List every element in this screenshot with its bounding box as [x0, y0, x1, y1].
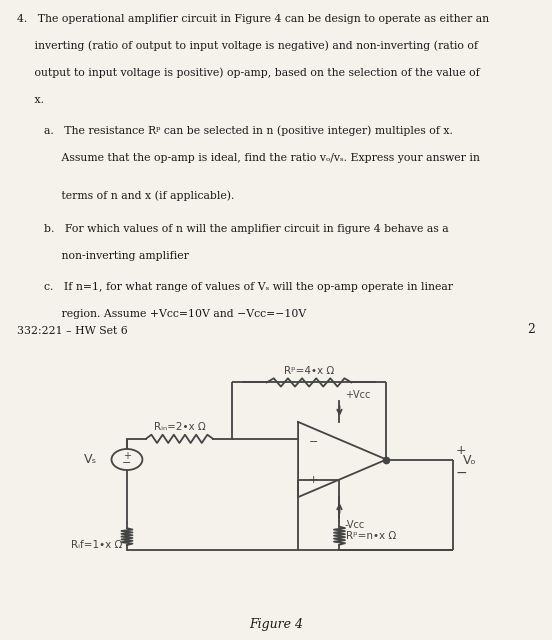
Text: Vₛ: Vₛ: [83, 453, 97, 466]
Text: x.: x.: [17, 95, 44, 105]
Text: $+$: $+$: [308, 474, 318, 485]
Text: Figure 4: Figure 4: [249, 618, 303, 632]
Text: c.   If n=1, for what range of values of Vₛ will the op-amp operate in linear: c. If n=1, for what range of values of V…: [44, 282, 453, 292]
Text: non-inverting amplifier: non-inverting amplifier: [44, 251, 189, 261]
Text: +Vcc: +Vcc: [345, 390, 370, 400]
Text: Rᵖ=4•x Ω: Rᵖ=4•x Ω: [284, 365, 335, 376]
Text: +: +: [455, 444, 466, 456]
Text: 2: 2: [528, 323, 535, 336]
Text: Rᵢₙ=2•x Ω: Rᵢₙ=2•x Ω: [153, 422, 205, 432]
Text: 4.   The operational amplifier circuit in Figure 4 can be design to operate as e: 4. The operational amplifier circuit in …: [17, 13, 489, 24]
Text: +: +: [123, 451, 131, 461]
Text: $-$: $-$: [308, 435, 318, 445]
Text: b.   For which values of n will the amplifier circuit in figure 4 behave as a: b. For which values of n will the amplif…: [44, 224, 449, 234]
Text: 332:221 – HW Set 6: 332:221 – HW Set 6: [17, 326, 128, 336]
Text: −: −: [455, 466, 467, 480]
Text: Rᵢf=1•x Ω: Rᵢf=1•x Ω: [71, 540, 123, 550]
Text: terms of n and x (if applicable).: terms of n and x (if applicable).: [44, 190, 235, 200]
Text: Rᵖ=n•x Ω: Rᵖ=n•x Ω: [346, 531, 396, 541]
Text: inverting (ratio of output to input voltage is negative) and non-inverting (rati: inverting (ratio of output to input volt…: [17, 41, 477, 51]
Text: output to input voltage is positive) op-amp, based on the selection of the value: output to input voltage is positive) op-…: [17, 68, 479, 79]
Text: a.   The resistance Rᵖ can be selected in n (positive integer) multiples of x.: a. The resistance Rᵖ can be selected in …: [44, 125, 453, 136]
Text: -Vcc: -Vcc: [345, 520, 365, 530]
Text: −: −: [123, 458, 131, 468]
Text: Assume that the op-amp is ideal, find the ratio vₒ/vₛ. Express your answer in: Assume that the op-amp is ideal, find th…: [44, 152, 480, 163]
Text: Vₒ: Vₒ: [463, 454, 476, 467]
Text: region. Assume +Vcc=10V and −Vcc=−10V: region. Assume +Vcc=10V and −Vcc=−10V: [44, 308, 306, 319]
